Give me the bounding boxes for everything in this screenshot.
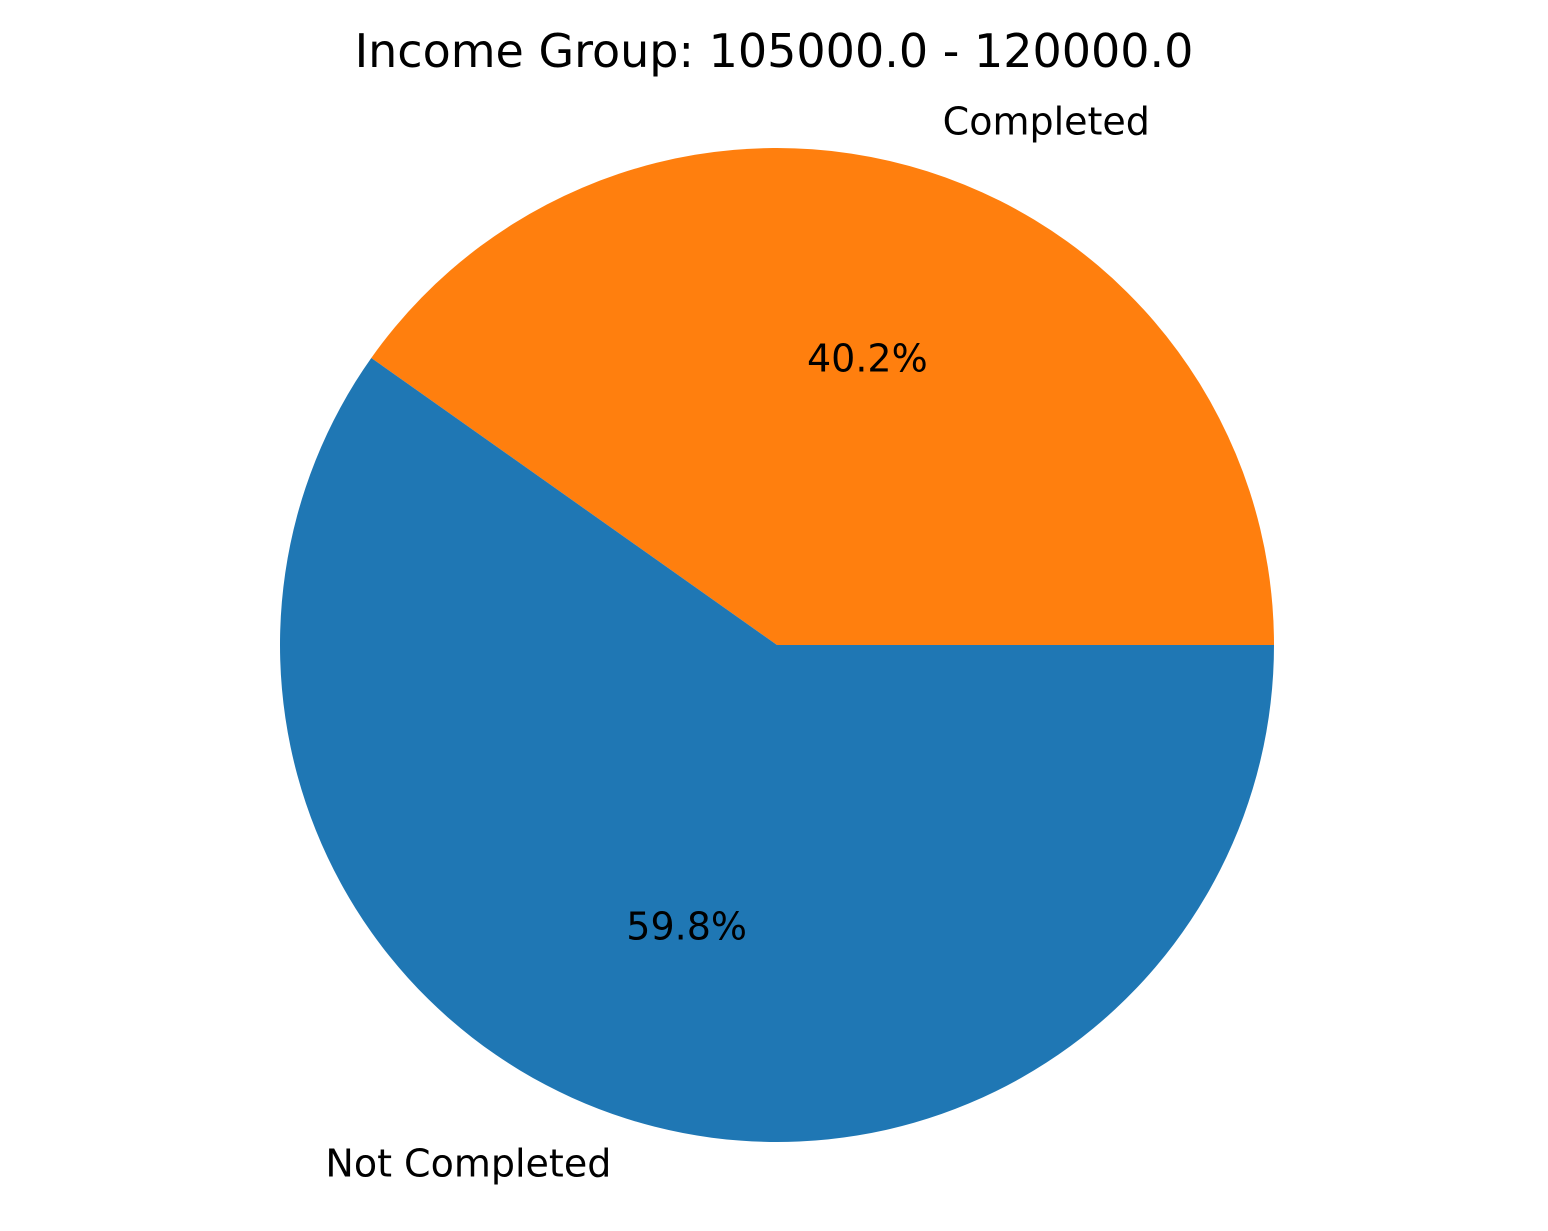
chart-title: Income Group: 105000.0 - 120000.0	[355, 24, 1194, 78]
pie-slices	[280, 147, 1274, 1142]
slice-label-not-completed: Not Completed	[325, 1141, 611, 1185]
slice-percent-not-completed: 59.8%	[626, 905, 747, 949]
slice-label-completed: Completed	[943, 100, 1150, 144]
pie-slice-completed	[371, 147, 1274, 645]
pie-slice-not-completed	[280, 357, 1274, 1142]
pie-labels: Completed 40.2% Not Completed 59.8%	[325, 100, 1150, 1186]
slice-percent-completed: 40.2%	[807, 336, 928, 380]
